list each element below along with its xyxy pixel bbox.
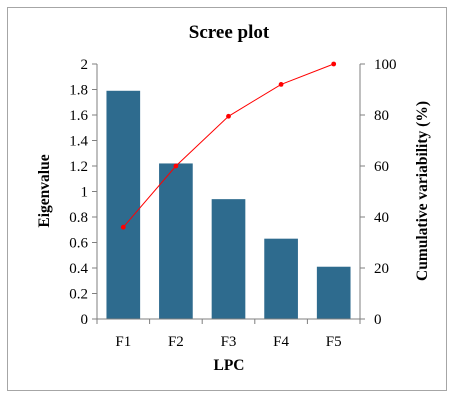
y2-tick-label: 40 <box>374 210 389 226</box>
y2-tick-label: 20 <box>374 261 389 277</box>
y2-axis-label: Cumulative variability (%) <box>414 101 431 281</box>
chart-title: Scree plot <box>189 22 270 43</box>
x-tick-labels: F1 F2 F3 F4 F5 <box>115 334 341 350</box>
x-tick-label: F5 <box>326 334 342 350</box>
y2-tick-label: 0 <box>374 312 382 328</box>
x-tick-label: F1 <box>115 334 131 350</box>
y2-tick-label: 80 <box>374 108 389 124</box>
y2-tick-label: 100 <box>374 57 397 73</box>
left-tick-labels: 0 0.2 0.4 0.6 0.8 1 1.2 1.4 1.6 1.8 2 <box>69 57 88 328</box>
chart-frame <box>7 7 447 391</box>
cumulative-point-f5 <box>331 61 337 67</box>
y-tick-label: 1.2 <box>69 159 88 175</box>
bars-group <box>106 90 351 320</box>
cumulative-point-f3 <box>226 113 231 119</box>
x-tick-label: F4 <box>273 334 289 350</box>
bar-f5 <box>316 266 351 319</box>
right-tick-labels: 0 20 40 60 80 100 <box>374 57 397 328</box>
y-tick-label: 0.4 <box>69 261 88 277</box>
y-tick-label: 0.8 <box>69 210 88 226</box>
y-tick-label: 1.4 <box>69 134 88 150</box>
y-axis-label: Eigenvalue <box>36 154 53 227</box>
bar-f4 <box>264 238 298 319</box>
bar-f3 <box>211 199 246 319</box>
x-tick-label: F3 <box>221 334 237 350</box>
x-tick-label: F2 <box>168 334 184 350</box>
cumulative-point-f4 <box>278 82 284 87</box>
y-tick-label: 2 <box>81 57 89 73</box>
axes-group <box>92 63 365 324</box>
cumulative-point-f2 <box>173 163 179 169</box>
y-tick-label: 0.6 <box>69 236 88 252</box>
x-axis-label: LPC <box>214 357 245 374</box>
cumulative-line-group <box>120 61 337 230</box>
bar-f1 <box>106 90 141 320</box>
cumulative-point-f1 <box>120 224 126 230</box>
y-tick-label: 1.6 <box>69 108 88 124</box>
y2-tick-label: 60 <box>374 159 389 175</box>
y-tick-label: 0 <box>81 312 89 328</box>
y-tick-label: 0.2 <box>69 287 88 303</box>
y-tick-label: 1 <box>81 185 89 201</box>
y-tick-label: 1.8 <box>69 83 88 99</box>
bar-f2 <box>159 163 193 319</box>
